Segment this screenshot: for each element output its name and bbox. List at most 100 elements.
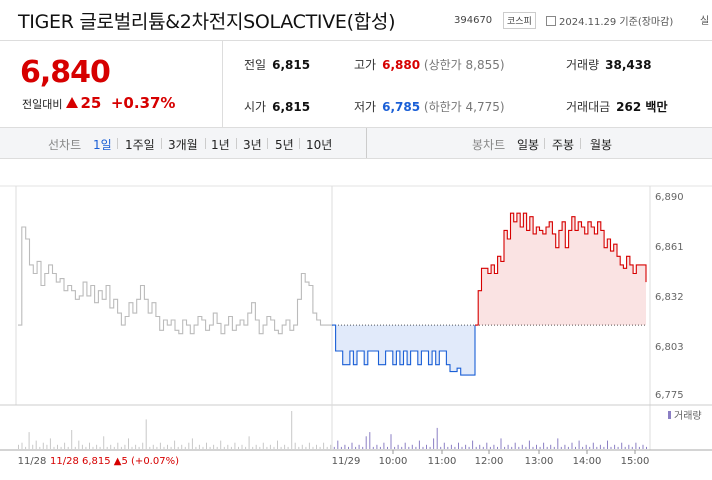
volume-bar (365, 436, 367, 449)
volume-bar (532, 446, 534, 449)
x-tick-label: 10:00 (379, 456, 408, 467)
volume-bar (362, 446, 364, 449)
volume-bar (220, 440, 222, 449)
volume-bar (216, 446, 218, 449)
volume-bar (447, 446, 449, 449)
volume-bar (578, 440, 580, 449)
volume-bar (372, 446, 374, 449)
volume-bar (85, 446, 87, 449)
x-tick-label: 13:00 (525, 456, 554, 467)
tab-1d[interactable]: 1일 (93, 138, 112, 152)
volume-bar (206, 442, 207, 449)
volume-bar (163, 446, 165, 449)
price-box: 6,840 전일대비 25 +0.37% (0, 41, 223, 127)
stat-amount: 거래대금 262 백만 (566, 98, 667, 115)
volume-bar (465, 444, 467, 449)
volume-bar (603, 446, 605, 449)
volume-bar (624, 446, 626, 449)
volume-bar (128, 438, 129, 449)
volume-bar (60, 446, 62, 449)
volume-bar (57, 444, 58, 449)
volume-bar (188, 442, 190, 449)
volume-bar (142, 442, 144, 449)
volume-bar (493, 444, 495, 449)
volume-bar (42, 442, 44, 449)
volume-bar (482, 446, 484, 449)
volume-bar (255, 444, 257, 449)
volume-bar (238, 446, 239, 449)
volume-bar (202, 446, 204, 449)
volume-bar (387, 446, 388, 449)
volume-bar (135, 444, 137, 449)
change-label: 전일대비 (22, 98, 63, 111)
volume-bar (248, 436, 250, 449)
volume-bar (106, 446, 108, 449)
volume-bar (376, 444, 378, 449)
volume-bar (18, 444, 19, 449)
volume-bar (177, 446, 179, 449)
tab-3m[interactable]: 3개월 (168, 138, 198, 152)
volume-bar (96, 444, 98, 449)
volume-bar (159, 442, 161, 449)
x-tick-label: 11:00 (428, 456, 457, 467)
tab-3y[interactable]: 3년 (243, 138, 262, 152)
tab-1y[interactable]: 1년 (211, 138, 230, 152)
volume-bar (131, 446, 133, 449)
volume-bar (418, 440, 420, 449)
x-tick-label: 11/28 (18, 456, 47, 467)
header: TIGER 글로벌리튬&2차전지SOLACTIVE(합성) 394670 코스피… (0, 0, 712, 40)
volume-bar (252, 446, 254, 449)
volume-bar (266, 446, 268, 449)
volume-bar (631, 446, 633, 449)
y-tick-label: 6,803 (655, 342, 684, 353)
volume-bar (614, 444, 616, 449)
volume-bar (340, 446, 342, 449)
volume-bar (607, 440, 608, 449)
volume-bar (227, 444, 229, 449)
tab-daily[interactable]: 일봉 (517, 138, 540, 152)
tab-5y[interactable]: 5년 (275, 138, 294, 152)
volume-bar (241, 444, 243, 449)
volume-bar (511, 446, 513, 449)
volume-bar (642, 444, 644, 449)
volume-bar (440, 446, 442, 449)
y-tick-label: 6,832 (655, 292, 684, 303)
tab-10y[interactable]: 10년 (306, 138, 333, 152)
volume-bar (113, 446, 115, 449)
volume-bar (355, 446, 357, 449)
volume-bar (429, 446, 431, 449)
candle-chart-label: 봉차트 (472, 138, 506, 152)
high-label: 고가 (354, 58, 377, 72)
ticker-code: 394670 (454, 15, 493, 26)
volume-bar (348, 446, 349, 449)
truncated-label: 실 (700, 16, 710, 27)
volume-bar (592, 442, 594, 449)
volume-bar (585, 444, 587, 449)
volume-bar (245, 446, 247, 449)
volume-bar (92, 446, 94, 449)
y-tick-label: 6,861 (655, 242, 684, 253)
tab-weekly[interactable]: 주봉 (552, 138, 575, 152)
tab-1w[interactable]: 1주일 (125, 138, 155, 152)
volume-bar (426, 444, 427, 449)
volume-bar (617, 446, 619, 449)
volume-bar (411, 444, 413, 449)
volume-bar (415, 446, 417, 449)
volume-bar (156, 446, 158, 449)
volume-bar (138, 446, 140, 449)
volume-bar (99, 446, 101, 449)
low-label: 저가 (354, 100, 377, 114)
tab-monthly[interactable]: 월봉 (590, 138, 613, 152)
volume-bar (103, 436, 105, 449)
volume-bar (333, 446, 335, 449)
volume-bar (316, 444, 317, 449)
volume-bar (564, 444, 566, 449)
volume-bar (638, 446, 640, 449)
volume-bar (284, 444, 286, 449)
volume-bar (553, 446, 555, 449)
volume-bar (621, 442, 623, 449)
volume-bar (369, 432, 371, 449)
volume-bar (81, 444, 83, 449)
volume-bar (539, 446, 541, 449)
volume-bar (21, 442, 23, 449)
